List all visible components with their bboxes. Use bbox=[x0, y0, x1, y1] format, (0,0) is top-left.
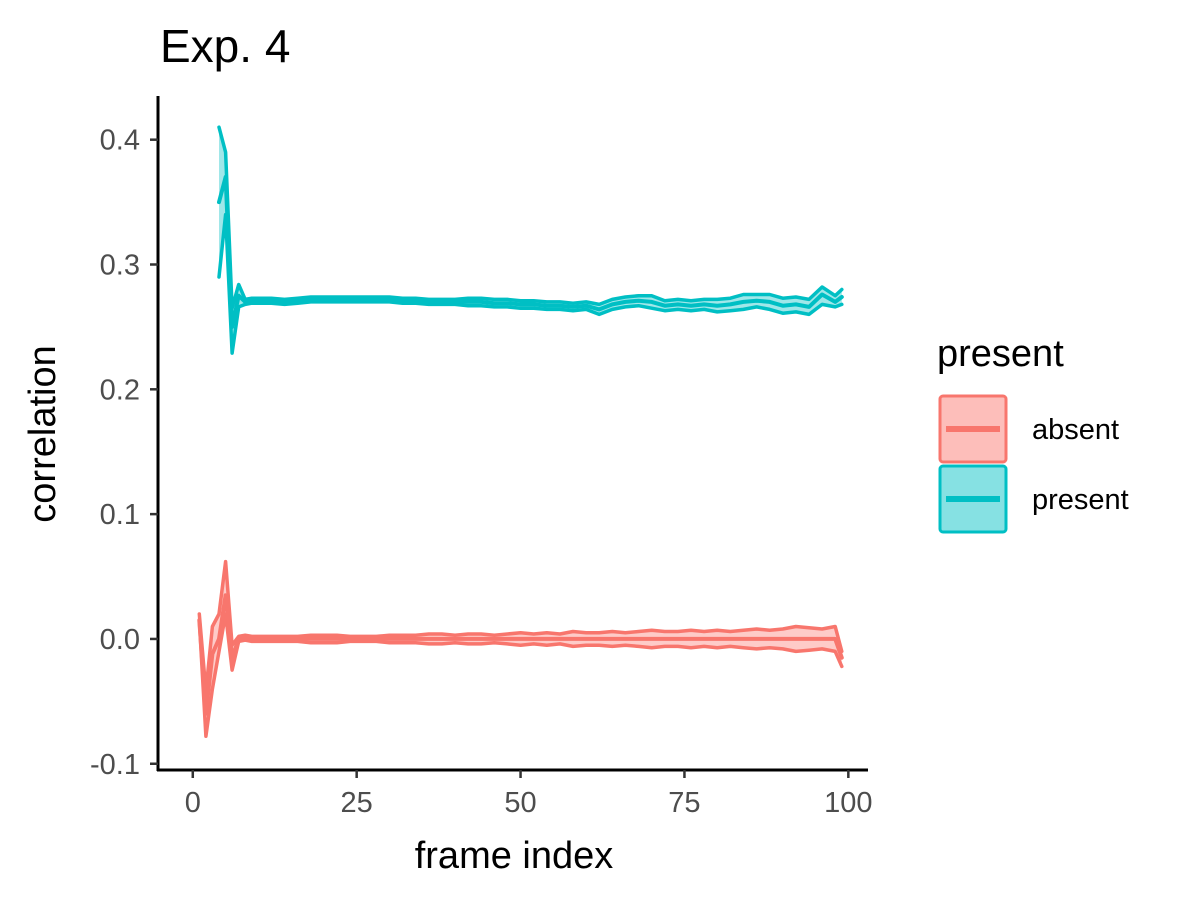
y-tick-label: 0.0 bbox=[100, 624, 140, 656]
line-absent-y bbox=[197, 593, 844, 716]
x-tick-label: 75 bbox=[668, 787, 700, 819]
legend-title: present bbox=[937, 333, 1064, 375]
chart-title: Exp. 4 bbox=[160, 20, 290, 72]
line-absent-y-high bbox=[197, 559, 844, 694]
x-axis-ticks: 0 25 50 75 100 bbox=[185, 770, 873, 819]
y-tick-label: -0.1 bbox=[90, 749, 140, 781]
y-tick-label: 0.2 bbox=[100, 374, 140, 406]
x-axis-title: frame index bbox=[415, 835, 614, 877]
series-lines bbox=[197, 125, 844, 739]
legend-label-present: present bbox=[1032, 484, 1129, 516]
legend-key-present: present bbox=[938, 464, 1129, 534]
line-absent-y-low bbox=[197, 612, 844, 739]
line-present-y-low bbox=[217, 212, 844, 355]
line-present-y-high bbox=[217, 125, 844, 310]
y-axis-ticks: -0.1 0.0 0.1 0.2 0.3 0.4 bbox=[90, 125, 158, 781]
x-tick-label: 25 bbox=[341, 787, 373, 819]
band-present bbox=[219, 127, 842, 354]
x-tick-label: 0 bbox=[185, 787, 201, 819]
legend-label-absent: absent bbox=[1032, 414, 1119, 446]
line-present-y bbox=[217, 175, 844, 329]
y-axis-title: correlation bbox=[22, 345, 64, 522]
legend: present absent present bbox=[937, 333, 1129, 534]
x-tick-label: 100 bbox=[824, 787, 872, 819]
y-tick-label: 0.3 bbox=[100, 250, 140, 282]
legend-key-absent: absent bbox=[938, 394, 1119, 464]
y-tick-label: 0.1 bbox=[100, 499, 140, 531]
x-tick-label: 50 bbox=[504, 787, 536, 819]
y-tick-label: 0.4 bbox=[100, 125, 140, 157]
plot-area bbox=[197, 125, 844, 739]
